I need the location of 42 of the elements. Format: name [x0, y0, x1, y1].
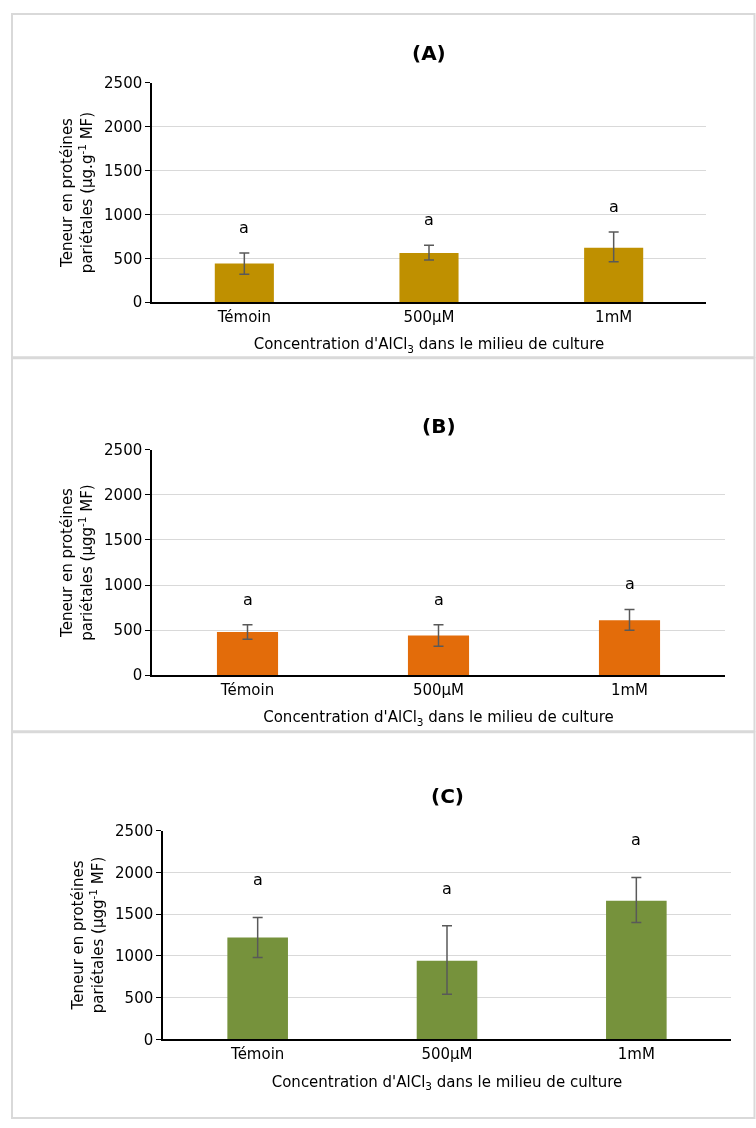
- annotation: a: [239, 218, 249, 237]
- y-tick-label: 1000: [104, 205, 143, 224]
- y-tick-label: 2500: [104, 74, 143, 93]
- y-tick-label: 2000: [115, 863, 154, 882]
- y-tick-label: 1500: [104, 161, 143, 180]
- y-tick-label: 1000: [104, 576, 143, 595]
- y-tick-label: 2000: [104, 486, 143, 505]
- annotation: a: [609, 197, 619, 216]
- annotation: a: [625, 574, 635, 593]
- annotation: a: [253, 870, 263, 889]
- annotation: a: [442, 879, 452, 898]
- y-tick-label: 1000: [115, 947, 154, 966]
- annotation: a: [424, 210, 434, 229]
- x-tick-label: 1mM: [610, 680, 649, 699]
- annotation: a: [631, 830, 641, 849]
- x-tick-label: 500µM: [403, 307, 455, 326]
- x-tick-label: 500µM: [421, 1045, 473, 1064]
- annotation: a: [243, 590, 253, 609]
- chart-title: (B): [422, 414, 456, 438]
- x-tick-label: 1mM: [595, 307, 633, 326]
- y-tick-label: 2500: [115, 821, 154, 840]
- y-tick-label: 0: [132, 666, 143, 685]
- x-axis-title: Concentration d'AlCl$_{3}$ dans le milieu de culture: [271, 1072, 623, 1092]
- x-tick-label: Témoin: [230, 1045, 285, 1064]
- x-tick-label: Témoin: [219, 680, 275, 699]
- chart-title: (A): [412, 41, 446, 65]
- y-tick-label: 0: [143, 1030, 154, 1049]
- y-tick-label: 500: [113, 621, 143, 640]
- y-tick-label: 500: [124, 988, 154, 1007]
- x-tick-label: 1mM: [617, 1045, 655, 1064]
- y-tick-label: 500: [113, 249, 143, 268]
- y-tick-label: 2000: [104, 117, 143, 136]
- x-axis-title: Concentration d'AlCl$_{3}$ dans le milieu de culture: [253, 335, 605, 355]
- x-tick-label: Témoin: [216, 307, 271, 326]
- y-tick-label: 0: [132, 293, 143, 312]
- annotation: a: [434, 590, 444, 609]
- y-tick-label: 1500: [115, 905, 154, 924]
- chart-title: (C): [431, 784, 464, 808]
- x-tick-label: 500µM: [412, 680, 465, 699]
- x-axis-title: Concentration d'AlCl$_{3}$ dans le milieu de culture: [263, 708, 614, 728]
- y-tick-label: 2500: [104, 441, 143, 460]
- y-tick-label: 1500: [104, 531, 143, 550]
